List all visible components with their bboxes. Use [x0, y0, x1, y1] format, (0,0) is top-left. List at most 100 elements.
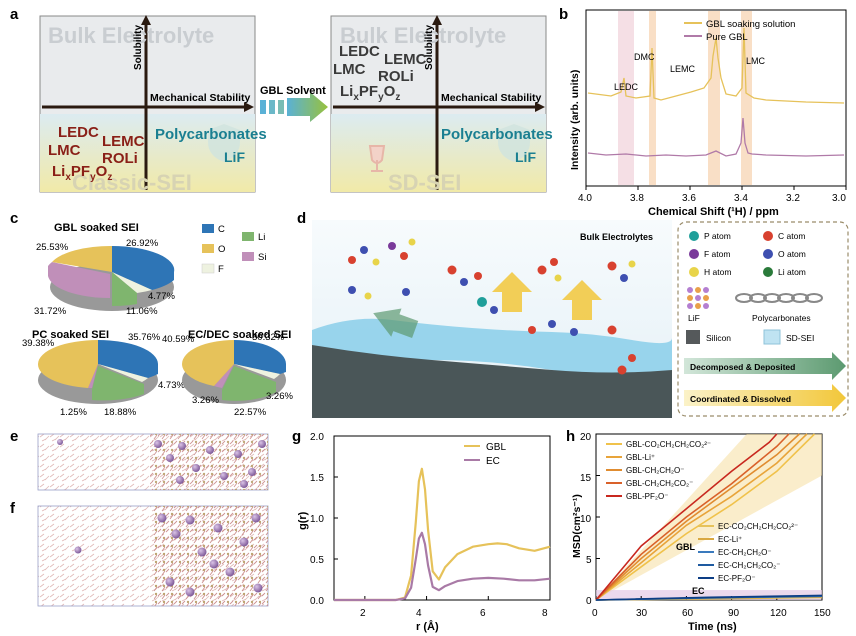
silicon-label: Silicon: [706, 333, 731, 343]
pie-gbl-label-si: 31.72%: [34, 306, 67, 317]
rdf-ytick-10: 1.0: [310, 514, 324, 525]
pie-gbl-label-o: 25.53%: [36, 242, 69, 253]
legend-swatch-f: [201, 263, 215, 274]
peak-label-dmc: DMC: [634, 52, 655, 62]
pie-ecdec-slice-si: [214, 364, 234, 388]
msd-xtick-150: 150: [814, 608, 831, 619]
msd-legend-gbl-0: GBL-CO₂CH₂CH₂CO₂²⁻: [626, 440, 711, 449]
pie-title-pc: PC soaked SEI: [32, 329, 110, 341]
deposit-arrow-icon: [373, 308, 419, 338]
msd-xtick-60: 60: [682, 608, 694, 619]
msd-legend-ec-4: EC-PF₂O⁻: [718, 574, 756, 583]
right-x-arrowhead: [535, 102, 545, 112]
silicon-icon: [686, 330, 700, 344]
panel-label-d: d: [297, 210, 307, 227]
nmr-ylabel: Intensity (arb. units): [569, 70, 581, 170]
pure-gbl-spectrum: [587, 117, 845, 157]
snapshot-f-ions: [74, 513, 263, 597]
band-dmc: [649, 11, 656, 185]
pie-title-ecdec: EC/DEC soaked SEI: [188, 329, 292, 341]
msd-series-0: [595, 433, 816, 601]
left-x-axis-label: Mechanical Stability: [150, 92, 251, 104]
rdf-ytick-05: 0.5: [310, 555, 324, 566]
pie-pc-slice-si: [88, 364, 98, 389]
msd-ec-legend: EC-CO₂CH₂CH₂CO₂²⁻ EC-Li⁺ EC-CH₂CH₂O⁻ EC-…: [698, 522, 798, 583]
pie-pc-slice-o: [37, 340, 98, 388]
snapshot-e-dense-region: [150, 434, 268, 490]
panel-label-g: g: [292, 428, 302, 445]
pie-gbl-slice-li: [112, 272, 137, 307]
pie-pc-label-o: 39.38%: [22, 338, 55, 349]
rdf-series-ec: [334, 531, 551, 602]
p-atom-label: P atom: [704, 231, 731, 241]
pie-pc-slice-c: [98, 340, 158, 378]
nmr-xtick-2: 3.6: [682, 193, 696, 204]
rdf-xtick-8: 8: [542, 608, 548, 619]
nmr-x-ticks: [585, 186, 847, 190]
msd-ytick-5: 5: [586, 555, 592, 566]
legend-label-si: Si: [258, 252, 266, 263]
left-lif: LiF: [224, 149, 245, 165]
left-y-arrowhead: [141, 15, 151, 25]
panel-g-rdf-chart: GBL EC r (Å) g(r) 2 4 6 8 0.0 0.5 1.0 1.…: [297, 432, 551, 633]
panel-ef-snapshots: [37, 433, 269, 607]
molecule-cluster: [348, 238, 636, 375]
msd-ytick-0: 0: [586, 596, 592, 607]
f-atom-label: F atom: [704, 249, 730, 259]
pie-gbl-label-c: 26.92%: [126, 238, 159, 249]
coordinated-arrow-icon: [684, 384, 846, 412]
msd-plot-area: [595, 433, 823, 601]
msd-legend-ec-3: EC-CH₂CH₂CO₂⁻: [718, 561, 780, 570]
rdf-legend-gbl: GBL: [486, 442, 506, 453]
rdf-plot-area: [333, 435, 551, 602]
c-atom-label: C atom: [778, 231, 805, 241]
pie-gbl-slice-o: [52, 245, 112, 272]
decomposed-arrow-icon: [684, 352, 846, 380]
pie-ecdec-slice-c: [234, 340, 286, 374]
pie-pc: [37, 340, 158, 404]
msd-legend-gbl-4: GBL-PF₂O⁻: [626, 492, 668, 501]
rdf-ylabel: g(r): [297, 511, 309, 530]
msd-legend-ec-2: EC-CH₂CH₂O⁻: [718, 548, 772, 557]
li-atom-label: Li atom: [778, 267, 806, 277]
legend-label-soaking: GBL soaking solution: [706, 19, 795, 30]
legend-label-f: F: [218, 264, 224, 275]
msd-ec-band: [596, 590, 822, 600]
h-atom-icon: [689, 267, 699, 277]
nmr-xtick-1: 3.8: [630, 193, 644, 204]
rdf-legend-ec: EC: [486, 456, 500, 467]
panel-h-msd-chart: GBL-CO₂CH₂CH₂CO₂²⁻ GBL-Li⁺ GBL-CH₂CH₂O⁻ …: [571, 432, 831, 633]
snapshot-f-dense-region: [154, 506, 268, 606]
pie-gbl-slice-si: [48, 262, 110, 299]
left-roli: ROLi: [102, 150, 138, 167]
right-polycarbonates: Polycarbonates: [441, 126, 553, 143]
sd-sei-legend-label: SD-SEI: [786, 333, 814, 343]
panel-label-c: c: [10, 210, 19, 227]
pie-ecdec-slice-f: [234, 364, 280, 379]
right-lif: LiF: [515, 149, 536, 165]
o-atom-label: O atom: [778, 249, 806, 259]
decomposed-label: Decomposed & Deposited: [690, 362, 795, 372]
pie-gbl-slice-c: [112, 245, 175, 290]
msd-xtick-90: 90: [728, 608, 740, 619]
msd-legend-gbl-3: GBL-CH₂CH₂CO₂⁻: [626, 479, 693, 488]
msd-ytick-20: 20: [580, 432, 592, 443]
msd-xtick-120: 120: [770, 608, 787, 619]
pie-ecdec-label-o: 40.59%: [162, 334, 195, 345]
left-shield-icon: [208, 124, 240, 162]
rdf-xtick-2: 2: [360, 608, 366, 619]
left-polycarbonates: Polycarbonates: [155, 126, 267, 143]
pie-ecdec: [182, 340, 286, 404]
c-atom-icon: [763, 231, 773, 241]
peak-label-ledc: LEDC: [614, 82, 639, 92]
pie-ecdec-label-c: 30.32%: [252, 332, 285, 343]
pie-title-gbl: GBL soaked SEI: [54, 222, 139, 234]
panel-label-h: h: [566, 428, 576, 445]
msd-series-1: [595, 433, 808, 601]
panel-b-nmr-chart: GBL soaking solution Pure GBL LEDC DMC L…: [569, 9, 847, 218]
pie-gbl: [48, 245, 175, 311]
right-bulk-label: Bulk Electrolyte: [340, 23, 506, 48]
panel-c-pies: GBL soaked SEI PC soaked SEI EC/DEC soak…: [22, 214, 294, 424]
legend-label-o: O: [218, 244, 225, 255]
msd-legend-gbl-1: GBL-Li⁺: [626, 453, 655, 462]
